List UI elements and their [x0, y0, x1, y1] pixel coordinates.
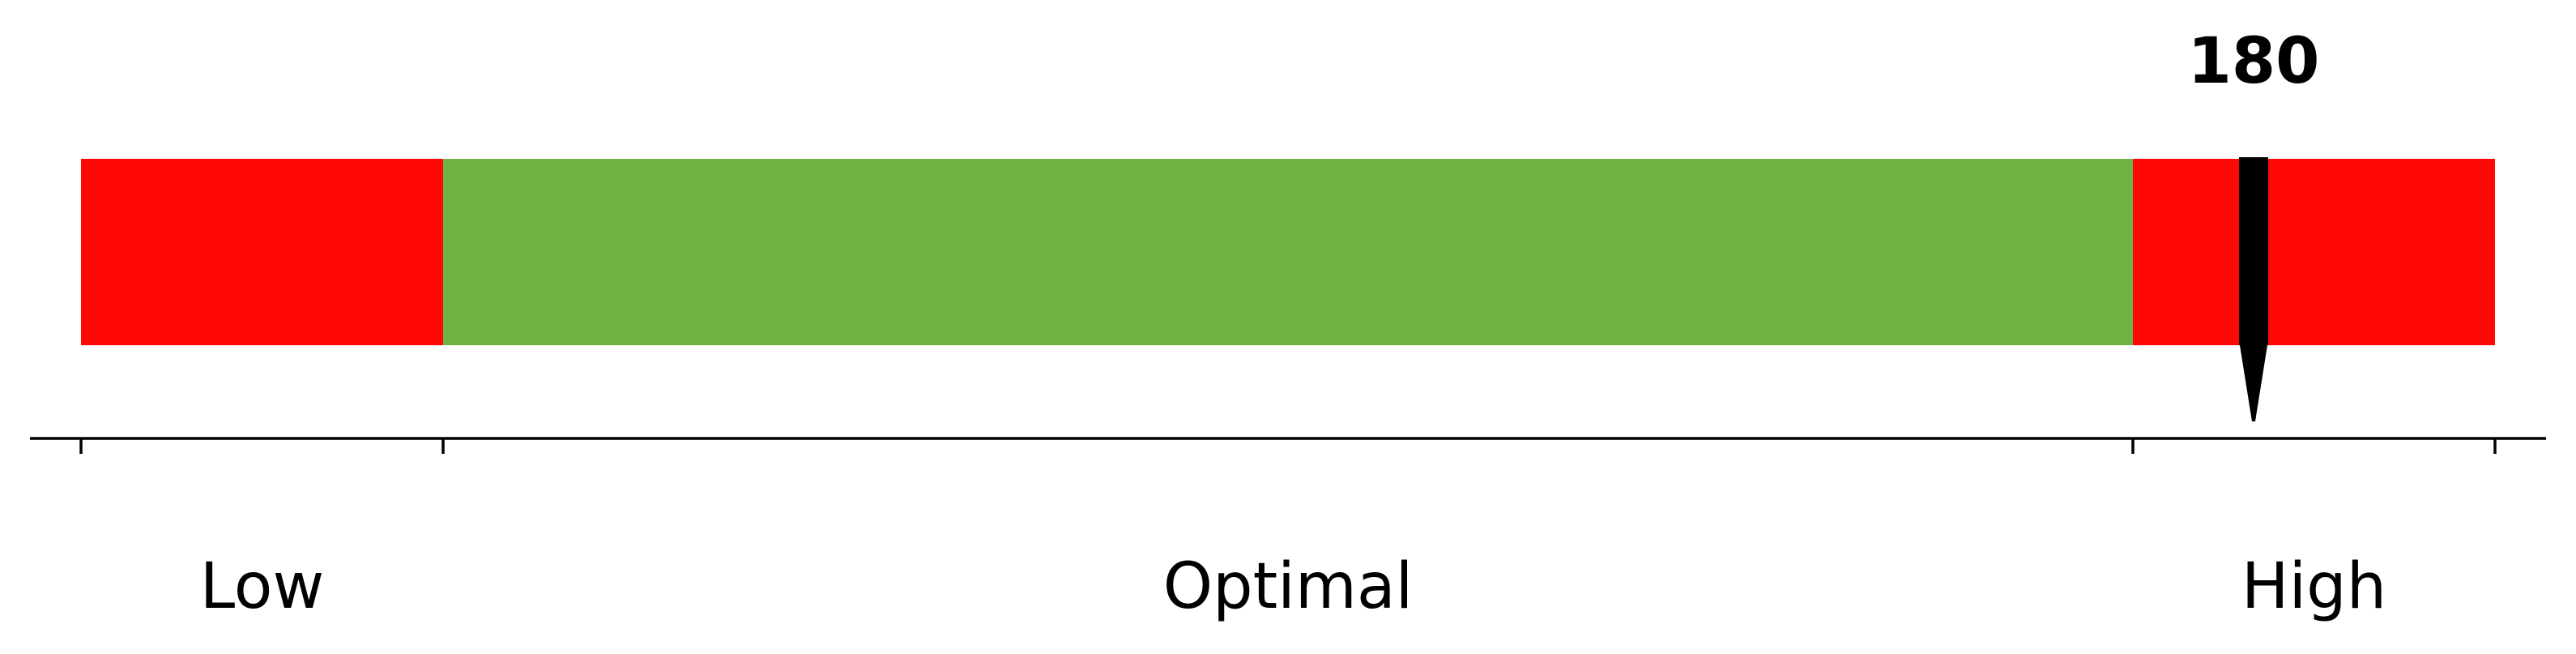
band-high	[2133, 159, 2495, 345]
bands-layer	[81, 159, 2495, 345]
band-label-optimal: Optimal	[1163, 550, 1414, 623]
band-label-high: High	[2241, 550, 2386, 623]
band-label-low: Low	[200, 550, 325, 623]
marker-value-label: 180	[2188, 25, 2320, 98]
x-axis	[30, 437, 2546, 454]
marker-bar	[2239, 157, 2268, 345]
band-optimal	[443, 159, 2133, 345]
marker-pointer	[2240, 345, 2267, 421]
marker-layer: 180	[2188, 25, 2320, 421]
band-labels: Low Optimal High	[200, 550, 2386, 623]
band-low	[81, 159, 443, 345]
